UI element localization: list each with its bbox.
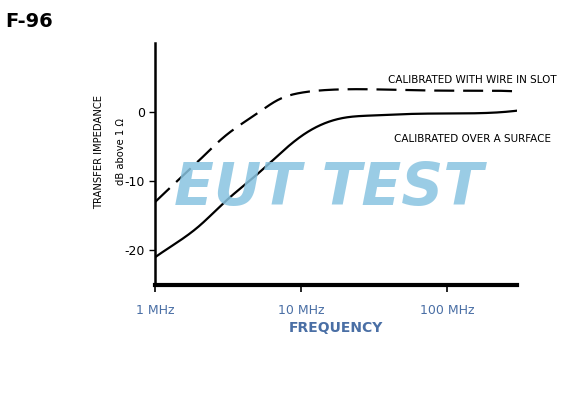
Text: CALIBRATED WITH WIRE IN SLOT: CALIBRATED WITH WIRE IN SLOT — [388, 75, 557, 85]
Text: FREQUENCY: FREQUENCY — [289, 321, 383, 335]
Text: F-96: F-96 — [6, 12, 53, 31]
Text: 10 MHz: 10 MHz — [278, 304, 324, 317]
Text: 1 MHz: 1 MHz — [136, 304, 175, 317]
Text: TRANSFER IMPEDANCE: TRANSFER IMPEDANCE — [94, 95, 104, 209]
Text: CALIBRATED OVER A SURFACE: CALIBRATED OVER A SURFACE — [394, 134, 551, 144]
Text: dB above 1 Ω: dB above 1 Ω — [116, 118, 126, 185]
Text: 100 MHz: 100 MHz — [420, 304, 475, 317]
Text: EUT TEST: EUT TEST — [174, 160, 483, 216]
